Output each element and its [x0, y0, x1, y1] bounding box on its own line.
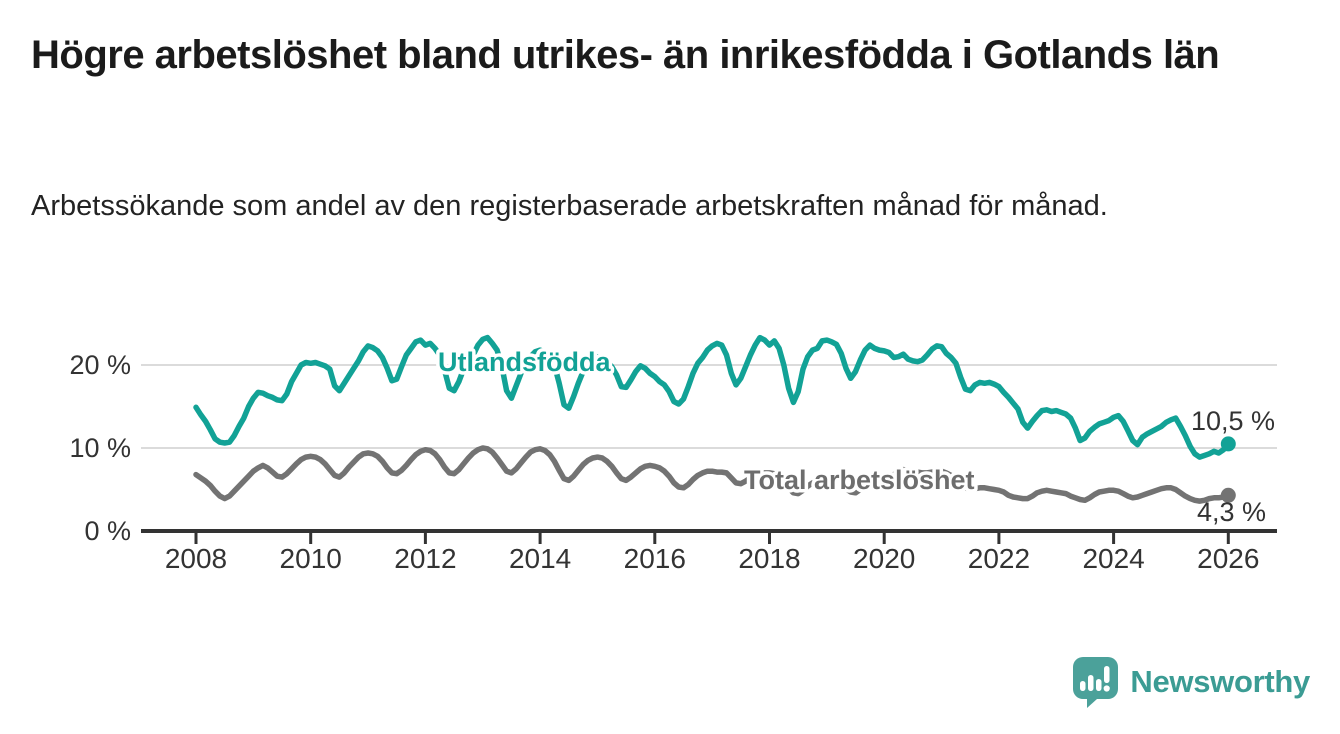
end-value-label-total: 4,3 % [1197, 497, 1266, 527]
chart-subtitle: Arbetssökande som andel av den registerb… [31, 190, 1108, 222]
series-label-total-arbetsloshet: Total arbetslöshet [744, 465, 975, 495]
series-label-utlandsfodda: Utlandsfödda [438, 347, 611, 377]
svg-text:2008: 2008 [165, 543, 227, 574]
svg-text:2022: 2022 [968, 543, 1030, 574]
svg-text:20 %: 20 % [69, 350, 131, 380]
chart-axes-and-lines: 0 % 10 % 20 % 2008 2010 2012 2014 2016 2018 2020 2… [69, 334, 1277, 574]
svg-text:2020: 2020 [853, 543, 915, 574]
svg-text:2014: 2014 [509, 543, 571, 574]
end-value-label-utlandsfodda: 10,5 % [1191, 406, 1275, 436]
svg-text:2016: 2016 [624, 543, 686, 574]
svg-text:0 %: 0 % [84, 516, 131, 546]
svg-text:2026: 2026 [1197, 543, 1259, 574]
svg-text:2010: 2010 [280, 543, 342, 574]
svg-text:2024: 2024 [1082, 543, 1144, 574]
page-title: Högre arbetslöshet bland utrikes- än inr… [31, 33, 1220, 77]
newsworthy-logo: Newsworthy [1071, 656, 1310, 708]
newsworthy-logo-icon [1073, 657, 1119, 708]
svg-text:10 %: 10 % [69, 433, 131, 463]
newsworthy-logo-text: Newsworthy [1130, 664, 1310, 699]
svg-text:2012: 2012 [394, 543, 456, 574]
svg-text:2018: 2018 [738, 543, 800, 574]
